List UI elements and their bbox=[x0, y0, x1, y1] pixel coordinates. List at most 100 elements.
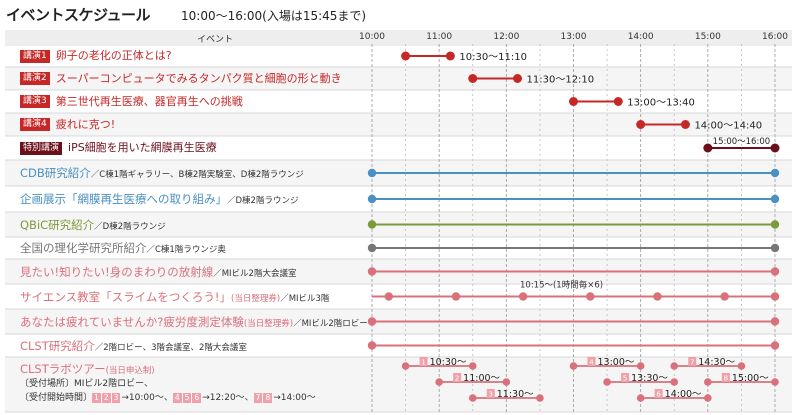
tour-slot-label: 14:00〜 bbox=[665, 389, 702, 400]
exhibit-location: ／MIビル3階 bbox=[280, 293, 330, 304]
tour-line2: 〔受付開始時間〕 1 2 3 →10:00〜、 4 5 6 →12:20〜、 7 8 →14:00〜 bbox=[20, 390, 316, 405]
exhibit-location: ／D棟2階ラウンジ bbox=[227, 196, 299, 206]
exhibit-location: ／C棟1階ラウンジ奥 bbox=[146, 245, 226, 255]
lecture-label: 講演4 疲れに克つ! bbox=[20, 118, 115, 132]
lecture-label: 講演3 第三世代再生医療、器官再生への挑戦 bbox=[20, 95, 243, 109]
exhibit-start-dot bbox=[367, 194, 377, 204]
tour-reception-time: →10:00〜、 bbox=[121, 393, 173, 403]
row-band bbox=[5, 113, 792, 136]
tour-number-badge: 4 bbox=[172, 393, 182, 403]
tour-number-badge: 5 bbox=[182, 393, 192, 403]
exhibit-label: CDB研究紹介／C棟1階ギャラリー、B棟2階実験室、D棟2階ラウンジ bbox=[20, 166, 304, 182]
lecture-badge: 講演1 bbox=[20, 49, 50, 63]
tour-slot-label: 15:00〜 bbox=[732, 373, 769, 384]
tour-slot-number-box bbox=[621, 373, 630, 382]
lecture-start-dot bbox=[703, 143, 713, 153]
lecture-badge: 講演2 bbox=[20, 72, 50, 85]
tour-number-badge: 8 bbox=[263, 393, 273, 403]
tour-reception-label: 〔受付開始時間〕 bbox=[20, 393, 93, 403]
exhibit-start-dot bbox=[367, 267, 377, 276]
lecture-title: iPS細胞を用いた網膜再生医療 bbox=[68, 141, 217, 154]
exhibit-end-dot bbox=[770, 317, 780, 326]
lecture-title: 第三世代再生医療、器官再生への挑戦 bbox=[55, 94, 243, 108]
exhibit-name: サイエンス教室「スライムをつくろう!」 bbox=[20, 289, 232, 304]
tour-slot-start-dot bbox=[704, 378, 712, 386]
session-dot bbox=[653, 292, 662, 301]
exhibit-end-dot bbox=[770, 168, 780, 178]
tour-note: (当日申込制) bbox=[105, 366, 155, 376]
tour-slot-number: 1 bbox=[421, 359, 425, 367]
lecture-label: 特別講演 iPS細胞を用いた網膜再生医療 bbox=[20, 141, 217, 155]
exhibit-name: 見たい!知りたい!身のまわりの放射線 bbox=[20, 264, 214, 279]
exhibit-location: ／2階ロビー、3階会議室、2階大会議室 bbox=[94, 342, 247, 353]
header-time-label: 15:00 bbox=[694, 32, 721, 42]
tour-slot-number-box bbox=[486, 389, 495, 398]
session-dot bbox=[720, 292, 729, 301]
tour-reception-time: →14:00〜 bbox=[273, 393, 316, 403]
tour-slot-number-box bbox=[419, 357, 428, 366]
lecture-end-dot bbox=[680, 120, 690, 129]
tour-slot-number: 5 bbox=[623, 375, 627, 383]
page-subtitle: 10:00〜16:00(入場は15:45まで) bbox=[181, 9, 367, 23]
lecture-end-dot bbox=[445, 51, 455, 61]
row-band bbox=[5, 90, 792, 113]
header-time-label: 10:00 bbox=[359, 32, 385, 42]
lecture-label: 講演1 卵子の老化の正体とは? bbox=[20, 49, 172, 63]
exhibit-location: ／C棟1階ギャラリー、B棟2階実験室、D棟2階ラウンジ bbox=[90, 170, 304, 180]
lecture-title: スーパーコンピュータでみるタンパク質と細胞の形と動き bbox=[55, 71, 342, 85]
tour-reception-place: 〔受付場所〕MIビル2階ロビー、 bbox=[20, 379, 154, 389]
lecture-time: 14:00〜14:40 bbox=[694, 121, 762, 132]
exhibit-name: QBiC研究紹介 bbox=[20, 217, 95, 232]
tour-reception-time: →12:20〜、 bbox=[202, 393, 254, 403]
tour-line1: 〔受付場所〕MIビル2階ロビー、 bbox=[20, 376, 153, 391]
tour-slot-number: 8 bbox=[724, 375, 728, 383]
exhibit-end-dot bbox=[770, 194, 780, 204]
exhibit-label: 全国の理化学研究所紹介／C棟1階ラウンジ奥 bbox=[20, 241, 226, 257]
row-band bbox=[5, 45, 792, 67]
tour-slot-start-dot bbox=[468, 394, 477, 402]
tour-slot-end-dot bbox=[737, 362, 746, 370]
tour-slot-number-box bbox=[654, 389, 663, 398]
tour-slot-number: 6 bbox=[656, 391, 661, 399]
header-event: イベント bbox=[196, 35, 233, 45]
lecture-title: 疲れに克つ! bbox=[55, 117, 116, 131]
tour-slot-start-dot bbox=[636, 394, 645, 402]
header-time-label: 13:00 bbox=[560, 32, 587, 42]
tour-slot-label: 10:30〜 bbox=[430, 357, 467, 368]
tour-slot-number-box bbox=[688, 357, 697, 366]
exhibit-name: 全国の理化学研究所紹介 bbox=[20, 241, 147, 255]
lecture-start-dot bbox=[636, 120, 646, 129]
tour-slot-number-box bbox=[721, 373, 730, 382]
lecture-label: 講演2 スーパーコンピュータでみるタンパク質と細胞の形と動き bbox=[20, 72, 342, 86]
tour-number-badge: 2 bbox=[101, 393, 111, 403]
tour-slot-start-dot bbox=[401, 362, 410, 370]
lecture-end-dot bbox=[513, 74, 523, 83]
lecture-start-dot bbox=[569, 97, 578, 106]
tour-slot-start-dot bbox=[569, 362, 578, 370]
session-dot bbox=[586, 292, 595, 301]
header-time-label: 11:00 bbox=[426, 32, 453, 42]
lecture-badge: 講演4 bbox=[20, 118, 50, 131]
lecture-end-dot bbox=[613, 97, 623, 106]
header-time-label: 12:00 bbox=[493, 32, 520, 42]
exhibit-label: CLST研究紹介／2階ロビー、3階会議室、2階大会議室 bbox=[20, 339, 247, 355]
exhibit-note: (当日整理券) bbox=[243, 318, 294, 329]
header-time-label: 16:00 bbox=[762, 32, 788, 42]
tour-number-badge: 6 bbox=[192, 393, 202, 403]
exhibit-end-dot bbox=[770, 243, 780, 253]
exhibit-label: 見たい!知りたい!身のまわりの放射線／MIビル2階大会議室 bbox=[20, 265, 296, 281]
tour-slot-end-dot bbox=[670, 378, 679, 386]
header-band bbox=[5, 30, 792, 44]
page-title: イベントスケジュール bbox=[6, 6, 150, 24]
lecture-title: 卵子の老化の正体とは? bbox=[55, 49, 172, 62]
lecture-badge: 特別講演 bbox=[20, 141, 63, 155]
tour-slot-label: 13:30〜 bbox=[631, 373, 668, 384]
tour-slot-end-dot bbox=[468, 362, 477, 370]
lecture-end-dot bbox=[770, 143, 780, 153]
tour-slot-start-dot bbox=[670, 362, 679, 370]
lecture-start-dot bbox=[401, 51, 411, 61]
tour-slot-end-dot bbox=[636, 362, 645, 370]
tour-slot-label: 11:00〜 bbox=[463, 373, 500, 384]
tour-slot-number: 7 bbox=[690, 359, 694, 367]
